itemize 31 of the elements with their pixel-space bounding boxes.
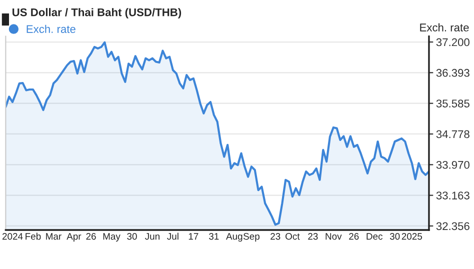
y-axis-title: Exch. rate [420, 23, 469, 32]
y-tick-label: 32.356 [436, 222, 470, 230]
x-tick-label: 30 [127, 233, 137, 240]
y-tick-label: 33.970 [436, 160, 470, 169]
x-tick-label: 2024 [2, 233, 23, 240]
x-tick-label: 17 [188, 233, 198, 240]
y-tick-label: 35.585 [436, 100, 470, 108]
x-tick-label: Mar [46, 233, 62, 240]
x-tick-label: 2025 [402, 233, 422, 240]
x-tick-label: Sep [243, 233, 260, 242]
x-tick-label: 31 [209, 233, 219, 240]
y-tick-label: 34.778 [436, 130, 470, 138]
y-tick-label: 36.393 [436, 68, 470, 77]
x-tick-label: Jun [145, 233, 160, 240]
x-tick-label: Apr [66, 233, 82, 242]
x-tick-label: Jul [167, 232, 178, 240]
x-tick-label: Feb [26, 232, 41, 240]
x-tick-label: Oct [286, 233, 300, 240]
y-tick-label: 37.200 [436, 38, 470, 46]
x-tick-label: Dec [366, 233, 382, 240]
x-tick-label: 23 [270, 233, 280, 240]
x-tick-label: 26 [86, 233, 96, 240]
x-tick-label: Nov [326, 233, 342, 240]
x-tick-label: 26 [349, 233, 359, 240]
x-tick-label: 23 [308, 233, 318, 240]
legend-label: Exch. rate [26, 24, 76, 34]
chart-title: US Dollar / Thai Baht (USD/THB) [12, 8, 182, 18]
x-tick-label: 30 [390, 233, 400, 240]
x-tick-label: Aug [226, 233, 242, 242]
x-tick-label: May [103, 233, 120, 242]
y-tick-label: 33.163 [436, 192, 470, 200]
